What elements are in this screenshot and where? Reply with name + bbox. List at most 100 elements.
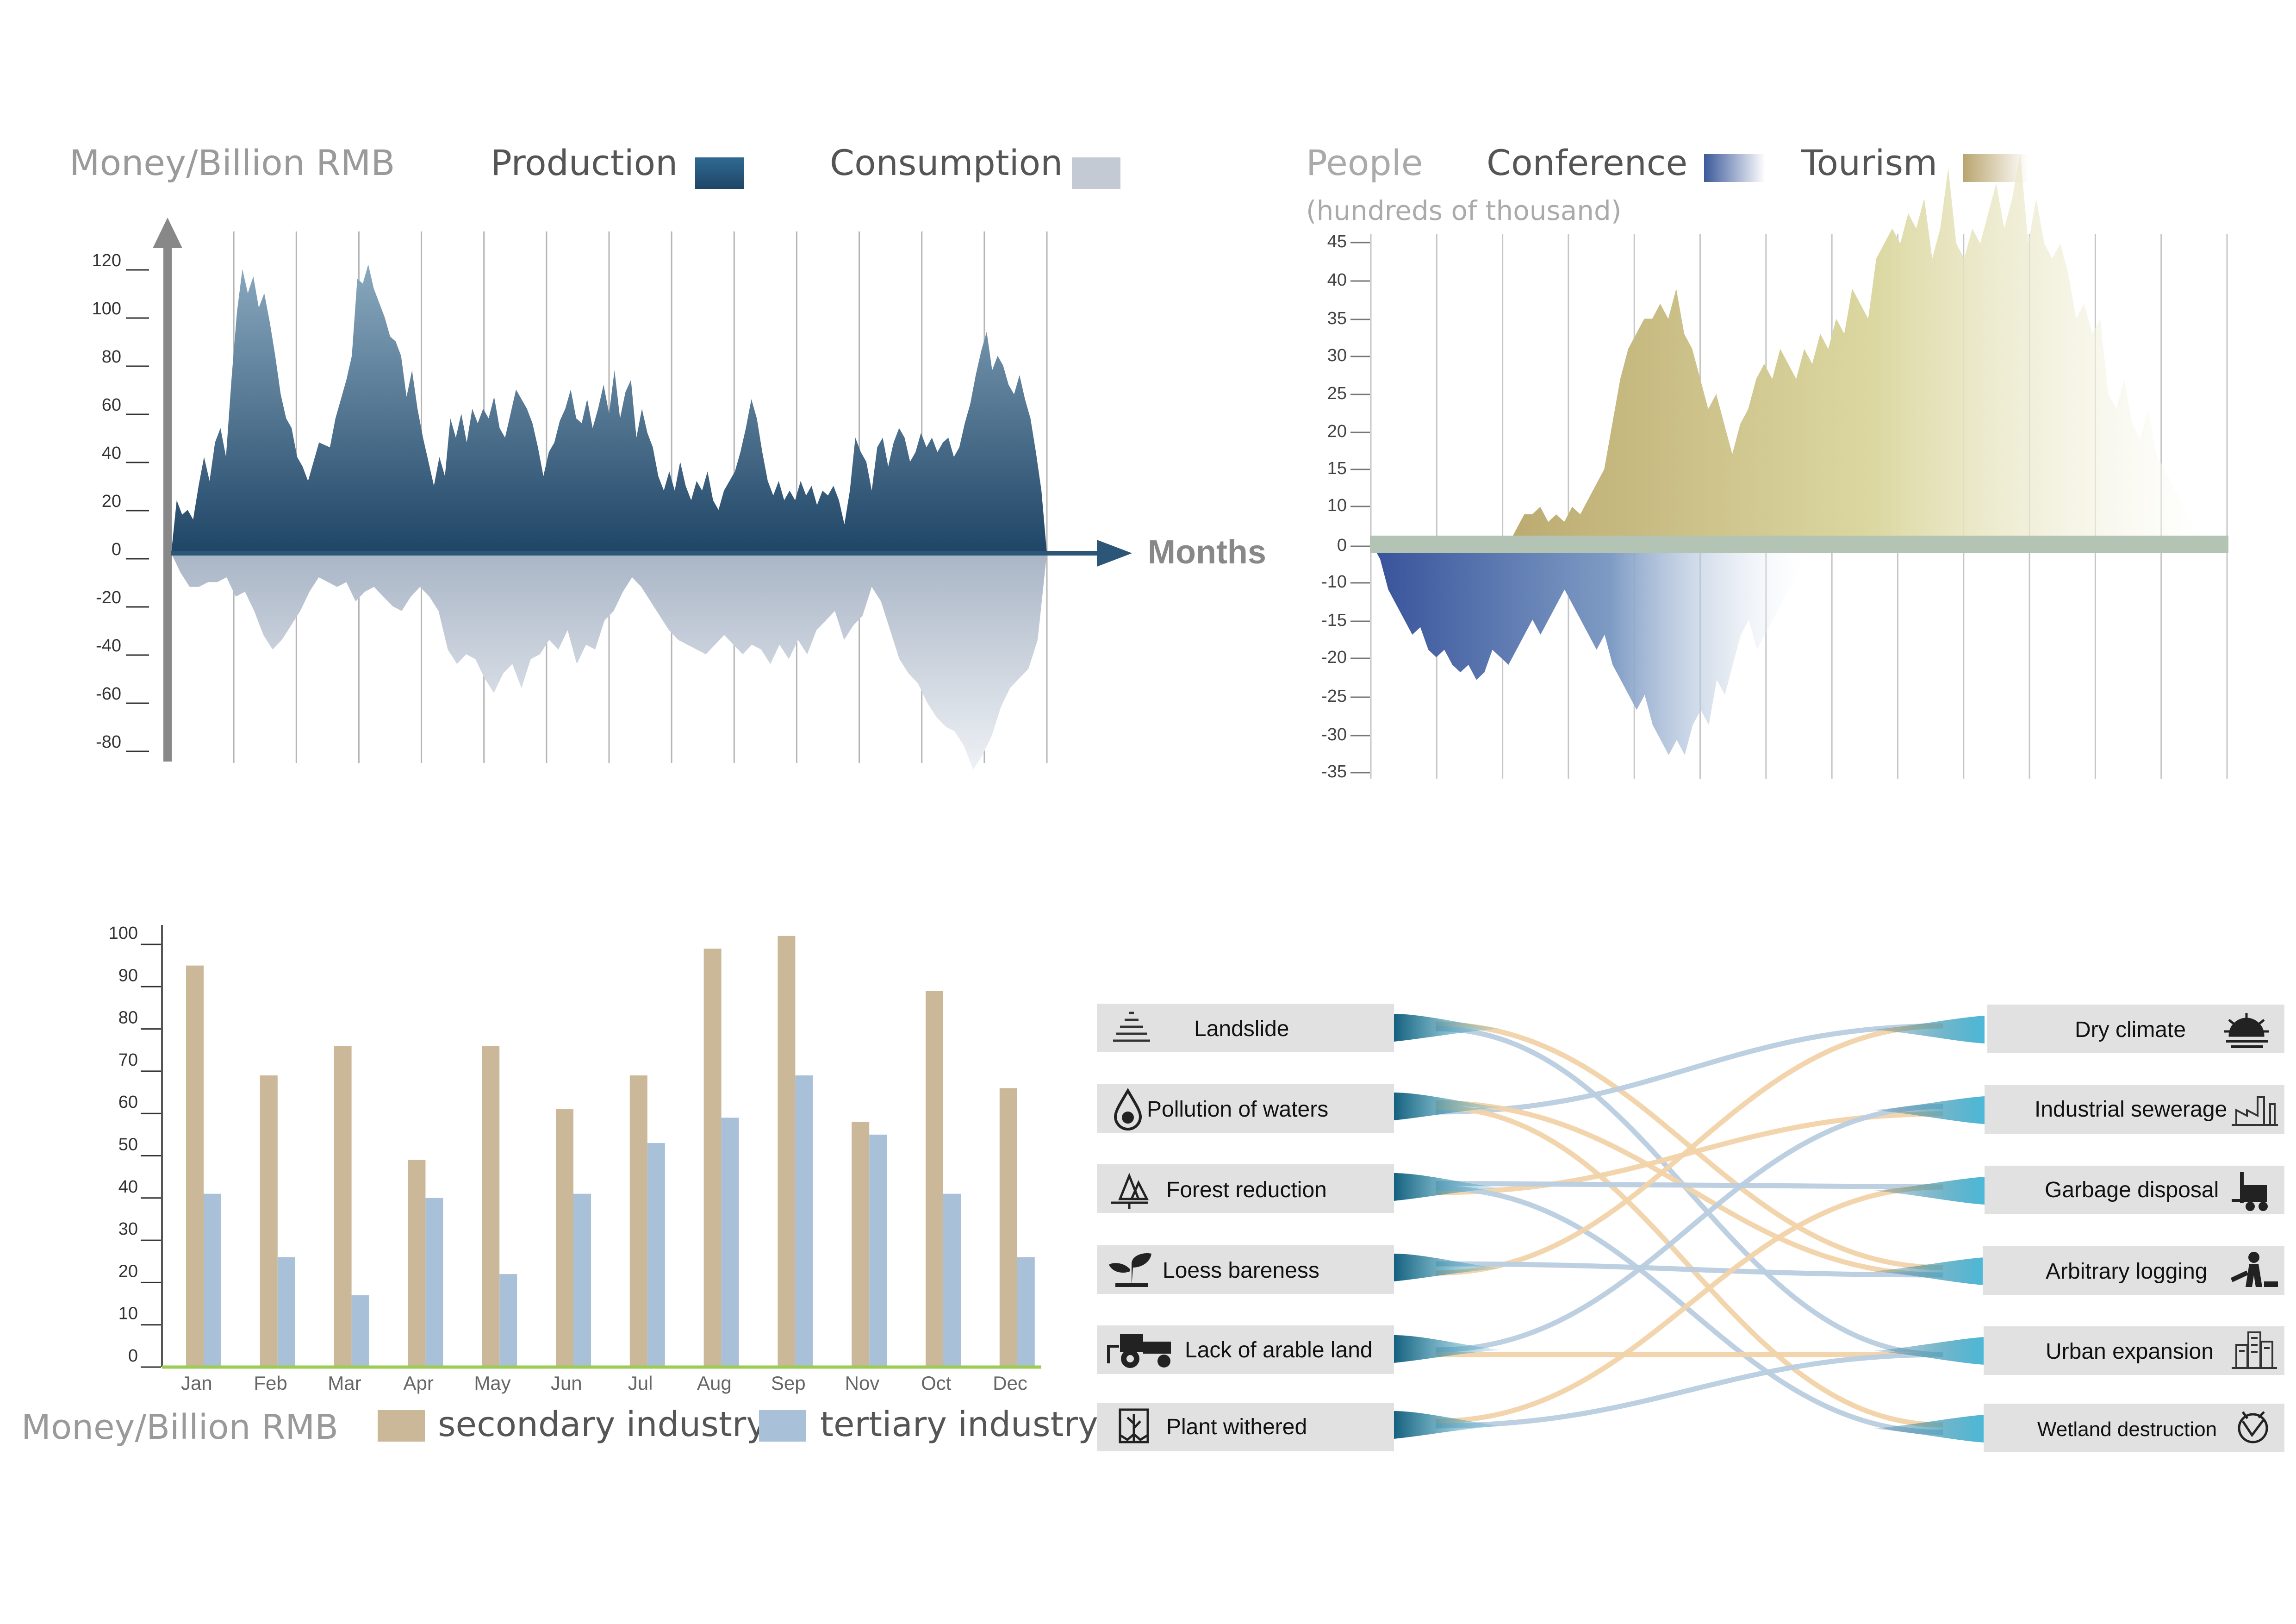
source-box-loess-bareness: Loess bareness — [1097, 1245, 1394, 1294]
wetland-icon — [2238, 1411, 2268, 1443]
source-label: Forest reduction — [1166, 1178, 1327, 1202]
tertiary-industry-bar — [795, 1075, 813, 1367]
cause-effect-fans — [1394, 1014, 1985, 1443]
cause-effect-link — [1435, 1023, 1943, 1115]
tertiary-industry-bar — [869, 1134, 887, 1367]
source-box-forest-reduction: Forest reduction — [1097, 1164, 1394, 1213]
industry-x-tick-label: Jun — [551, 1372, 582, 1394]
industry-y-tick-label: 70 — [118, 1050, 138, 1070]
cause-effect-links — [1435, 1021, 1943, 1435]
tertiary-industry-bar — [425, 1198, 443, 1367]
legend-consumption: Consumption — [830, 142, 1063, 183]
secondary-industry-bar — [556, 1109, 573, 1367]
industry-x-tick-label: Aug — [697, 1372, 732, 1394]
people-y-tick-label: -15 — [1321, 611, 1347, 630]
money-y-tick-label: -40 — [96, 636, 121, 656]
source-fan — [1394, 1093, 1500, 1120]
secondary-industry-bar — [334, 1046, 352, 1367]
industry-y-tick-label: 0 — [128, 1346, 138, 1366]
industry-x-tick-label: Apr — [404, 1372, 434, 1394]
legend-consumption-swatch — [1072, 157, 1120, 189]
industry-y-tick-label: 100 — [109, 924, 138, 943]
people-y-tick-label: -30 — [1321, 725, 1347, 744]
secondary-industry-bar — [186, 965, 204, 1367]
source-label: Loess bareness — [1163, 1258, 1319, 1283]
source-fan — [1394, 1173, 1500, 1201]
industry-x-tick-label: Mar — [328, 1372, 361, 1394]
industry-x-tick-label: Jan — [181, 1372, 212, 1394]
source-fan — [1394, 1254, 1500, 1281]
people-y-tick-label: 45 — [1327, 232, 1347, 251]
industry-x-tick-label: Nov — [845, 1372, 880, 1394]
tertiary-industry-bar — [499, 1274, 517, 1367]
target-box-industrial-sewerage: Industrial sewerage — [1985, 1085, 2284, 1134]
tertiary-industry-bar — [943, 1193, 961, 1367]
people-unit-label: (hundreds of thousand) — [1306, 195, 1622, 226]
secondary-industry-bar — [629, 1075, 647, 1367]
secondary-industry-bar — [260, 1075, 278, 1367]
sprout-icon — [1109, 1253, 1151, 1287]
legend-production: Production — [491, 142, 678, 183]
industry-x-tick-label: Feb — [254, 1372, 287, 1394]
city-icon — [2232, 1331, 2277, 1369]
source-label: Lack of arable land — [1185, 1338, 1373, 1362]
industry-bars — [186, 936, 1035, 1367]
tertiary-industry-bar — [277, 1257, 295, 1367]
money-y-tick-label: -20 — [96, 588, 121, 607]
cause-effect-link — [1435, 1185, 1943, 1435]
tertiary-industry-bar — [1017, 1257, 1035, 1367]
legend-secondary: secondary industry — [438, 1405, 766, 1444]
people-y-tick-label: 40 — [1327, 270, 1347, 290]
cause-effect-diagram: Landslide Pollution of waters Forest red… — [1097, 1004, 2284, 1452]
secondary-industry-bar — [703, 949, 722, 1367]
industry-ylabel: Money/Billion RMB — [21, 1407, 338, 1447]
cause-effect-link — [1435, 1184, 1943, 1424]
industry-y-tick-label: 30 — [118, 1219, 138, 1239]
money-x-axis-arrow — [1097, 540, 1132, 567]
target-box-dry-climate: Dry climate — [1987, 1005, 2284, 1053]
industry-y-tick-label: 50 — [118, 1135, 138, 1155]
money-y-tick-label: -80 — [96, 732, 121, 752]
secondary-industry-bar — [408, 1160, 426, 1367]
money-ylabel: Money/Billion RMB — [69, 142, 395, 183]
money-y-tick-label: -60 — [96, 684, 121, 704]
industry-y-tick-label: 90 — [118, 966, 138, 985]
source-fan — [1394, 1411, 1500, 1439]
industry-y-tick-label: 40 — [118, 1177, 138, 1197]
money-y-ticks: 120 100 80 60 40 20 0 -20 -40 -60 -80 — [92, 251, 149, 752]
target-box-arbitrary-logging: Arbitrary logging — [1983, 1246, 2284, 1295]
target-fan — [1873, 1415, 1985, 1443]
target-box-urban-expansion: Urban expansion — [1984, 1326, 2284, 1375]
target-fan — [1873, 1096, 1985, 1124]
target-fan — [1873, 1177, 1985, 1205]
cause-effect-link — [1435, 1021, 1943, 1270]
production-area — [171, 264, 1047, 553]
legend-secondary-swatch — [378, 1410, 425, 1442]
people-y-tick-label: 20 — [1327, 422, 1347, 441]
target-fan — [1873, 1257, 1985, 1285]
source-label: Pollution of waters — [1147, 1097, 1328, 1122]
people-zero-band — [1370, 536, 2228, 553]
target-box-garbage-disposal: Garbage disposal — [1985, 1166, 2284, 1214]
industry-y-tick-label: 60 — [118, 1093, 138, 1112]
source-box-lack-of-arable-land: Lack of arable land — [1097, 1325, 1394, 1374]
cause-effect-link — [1435, 1261, 1943, 1278]
legend-tertiary-swatch — [759, 1410, 806, 1442]
money-y-tick-label: 60 — [102, 395, 121, 415]
money-y-tick-label: 40 — [102, 443, 121, 463]
legend-conference-swatch — [1704, 154, 1765, 182]
secondary-industry-bar — [778, 936, 796, 1367]
people-area-chart: People (hundreds of thousand) Conference… — [1306, 142, 2228, 781]
people-y-tick-label: 0 — [1337, 536, 1347, 555]
target-label: Dry climate — [2075, 1018, 2186, 1042]
legend-production-swatch — [695, 157, 744, 189]
secondary-industry-bar — [926, 991, 943, 1367]
source-box-pollution-of-waters: Pollution of waters — [1097, 1084, 1394, 1133]
money-y-axis-arrow — [153, 218, 182, 248]
industry-y-tick-label: 20 — [118, 1262, 138, 1281]
money-y-tick-label: 20 — [102, 492, 121, 511]
source-box-landslide: Landslide — [1097, 1004, 1394, 1052]
source-fan — [1394, 1014, 1500, 1042]
cause-effect-link — [1435, 1104, 1943, 1353]
